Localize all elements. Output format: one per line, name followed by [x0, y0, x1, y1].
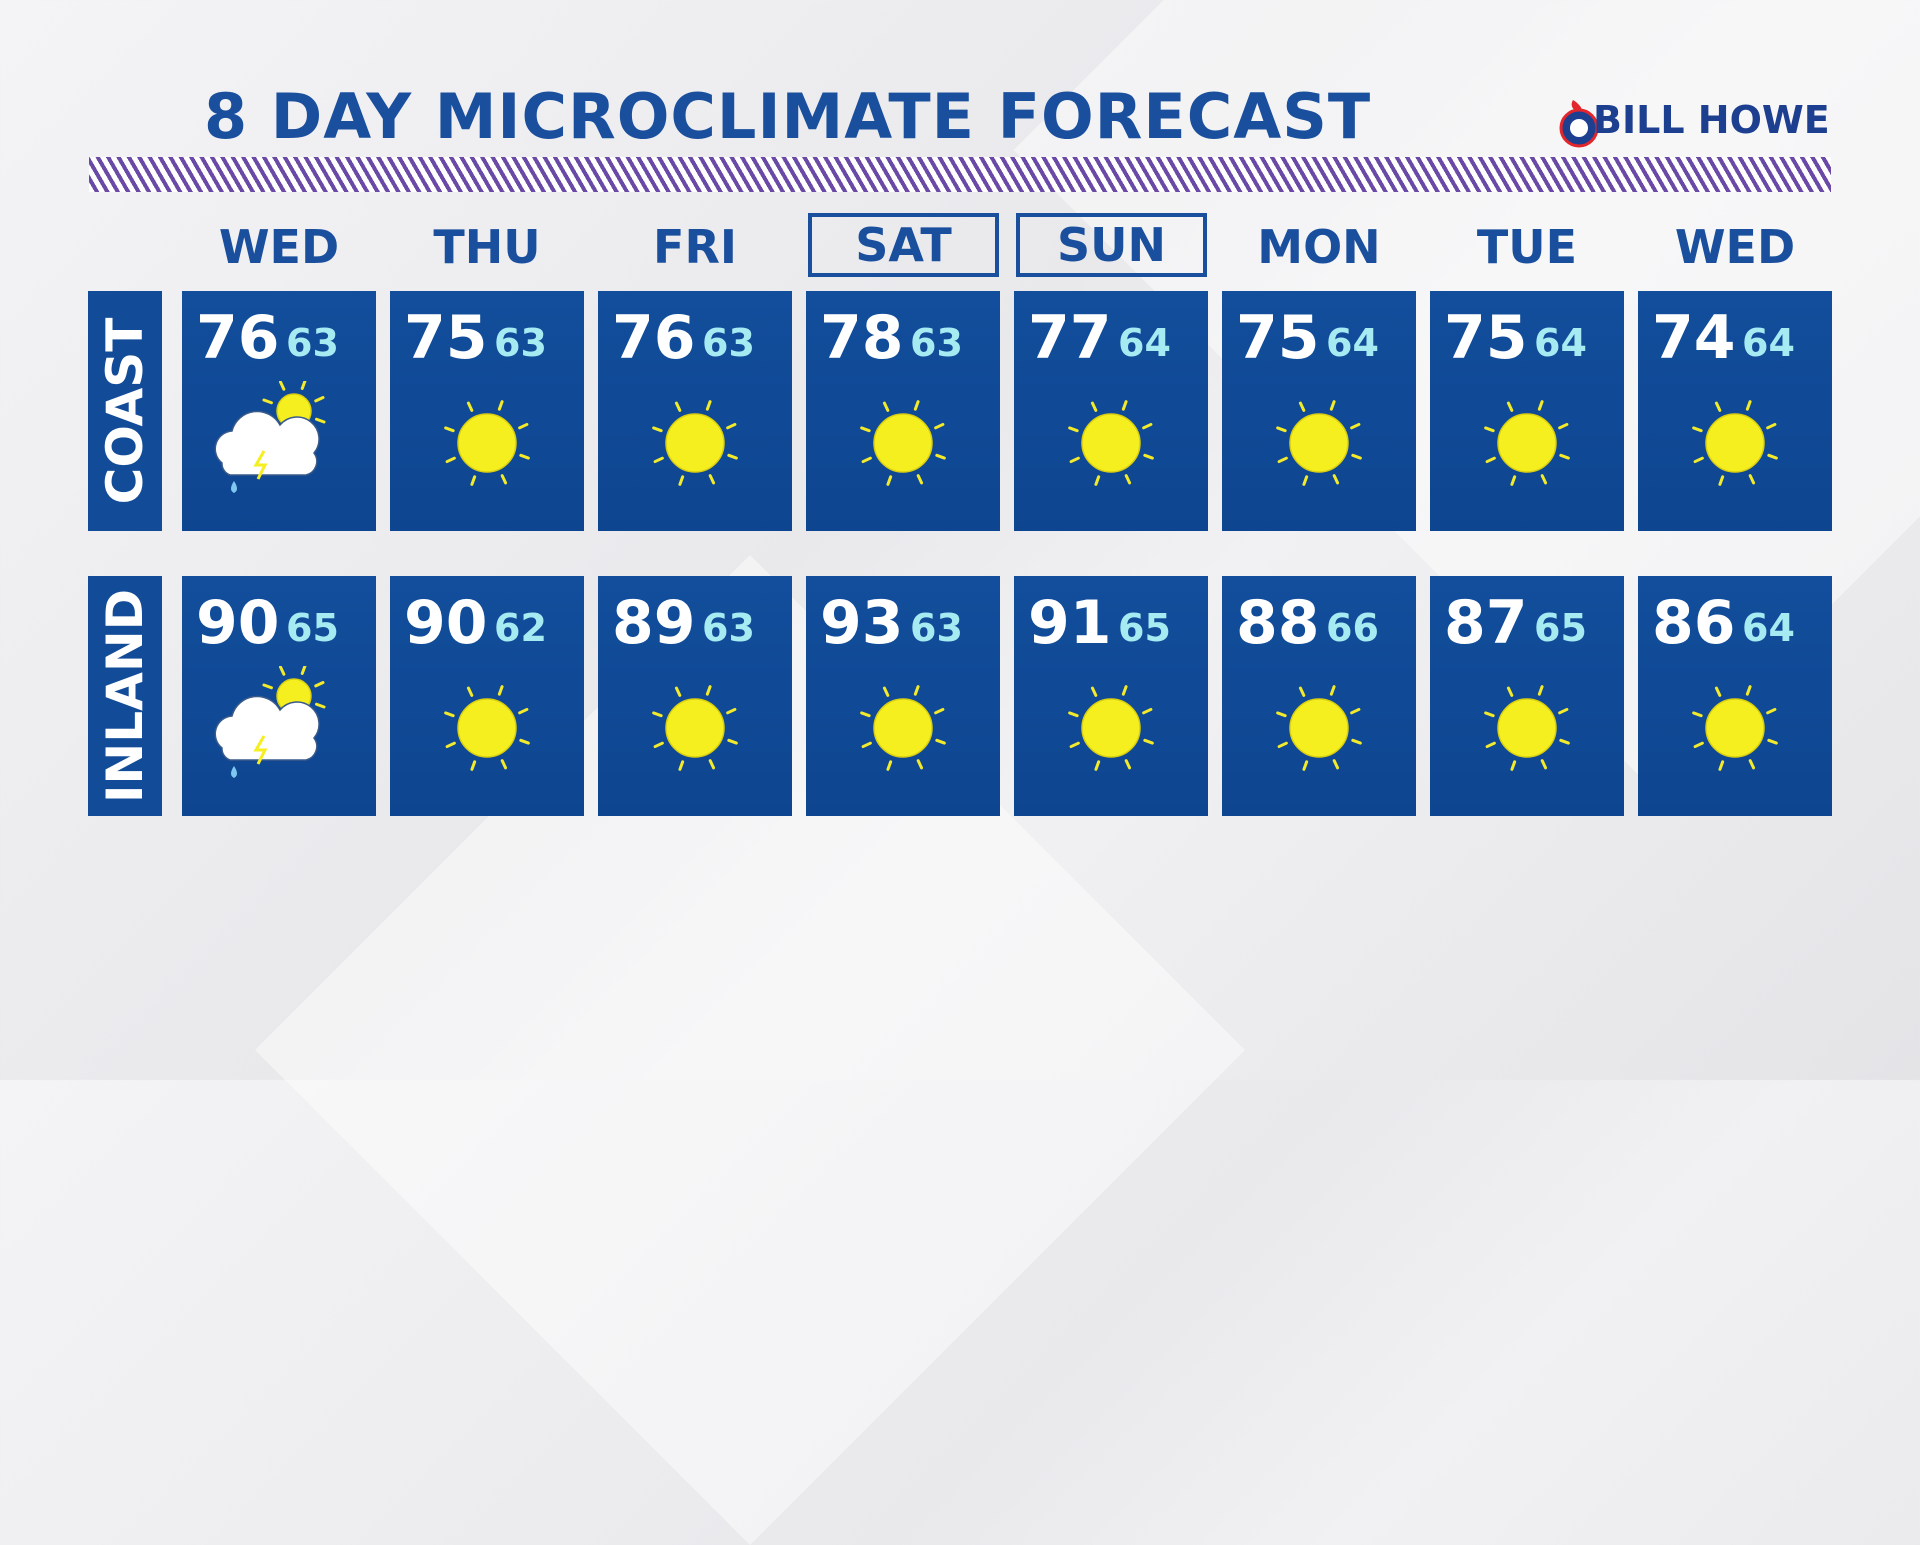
- row-label: INLAND: [88, 576, 162, 816]
- weather-icon: [1276, 400, 1362, 486]
- row-label-text: INLAND: [96, 588, 154, 804]
- weather-icon: [1692, 400, 1778, 486]
- divider-stripes: [89, 157, 1831, 192]
- weather-icon: [860, 400, 946, 486]
- forecast-cell: 88 66: [1222, 576, 1416, 816]
- low-temp: 65: [1118, 606, 1171, 650]
- row-label-text: COAST: [96, 317, 154, 505]
- low-temp: 63: [702, 606, 755, 650]
- low-temp: 64: [1534, 321, 1587, 365]
- high-temp: 76: [196, 303, 280, 373]
- low-temp: 65: [1534, 606, 1587, 650]
- sponsor-logo: [1559, 100, 1599, 148]
- forecast-cell: 75 64: [1430, 291, 1624, 531]
- high-temp: 75: [404, 303, 488, 373]
- low-temp: 64: [1742, 321, 1795, 365]
- weather-icon: [444, 400, 530, 486]
- high-temp: 91: [1028, 588, 1112, 658]
- day-label: SUN: [1016, 213, 1207, 277]
- high-temp: 90: [196, 588, 280, 658]
- high-temp: 88: [1236, 588, 1320, 658]
- low-temp: 63: [910, 606, 963, 650]
- low-temp: 64: [1118, 321, 1171, 365]
- sponsor-name: BILL HOWE: [1593, 98, 1830, 142]
- low-temp: 63: [702, 321, 755, 365]
- high-temp: 75: [1444, 303, 1528, 373]
- weather-icon: [1484, 685, 1570, 771]
- high-temp: 74: [1652, 303, 1736, 373]
- low-temp: 62: [494, 606, 547, 650]
- day-label: WED: [218, 220, 340, 274]
- weather-icon: [1276, 685, 1362, 771]
- weather-icon: [214, 666, 326, 778]
- day-label: FRI: [653, 220, 737, 274]
- weather-icon: [1068, 400, 1154, 486]
- high-temp: 93: [820, 588, 904, 658]
- high-temp: 75: [1236, 303, 1320, 373]
- forecast-cell: 93 63: [806, 576, 1000, 816]
- forecast-cell: 74 64: [1638, 291, 1832, 531]
- high-temp: 89: [612, 588, 696, 658]
- forecast-cell: 77 64: [1014, 291, 1208, 531]
- high-temp: 77: [1028, 303, 1112, 373]
- forecast-cell: 78 63: [806, 291, 1000, 531]
- high-temp: 78: [820, 303, 904, 373]
- weather-icon: [860, 685, 946, 771]
- weather-icon: [1068, 685, 1154, 771]
- weather-icon: [652, 400, 738, 486]
- forecast-cell: 76 63: [182, 291, 376, 531]
- forecast-cell: 86 64: [1638, 576, 1832, 816]
- forecast-cell: 91 65: [1014, 576, 1208, 816]
- high-temp: 76: [612, 303, 696, 373]
- day-label: MON: [1257, 220, 1381, 274]
- low-temp: 66: [1326, 606, 1379, 650]
- weather-icon: [652, 685, 738, 771]
- weather-icon: [1692, 685, 1778, 771]
- high-temp: 87: [1444, 588, 1528, 658]
- forecast-cell: 89 63: [598, 576, 792, 816]
- low-temp: 63: [286, 321, 339, 365]
- low-temp: 64: [1326, 321, 1379, 365]
- low-temp: 64: [1742, 606, 1795, 650]
- forecast-cell: 90 62: [390, 576, 584, 816]
- high-temp: 86: [1652, 588, 1736, 658]
- low-temp: 65: [286, 606, 339, 650]
- title: 8 DAY MICROCLIMATE FORECAST: [204, 80, 1372, 153]
- weather-icon: [214, 381, 326, 493]
- forecast-cell: 75 64: [1222, 291, 1416, 531]
- weather-icon: [444, 685, 530, 771]
- high-temp: 90: [404, 588, 488, 658]
- forecast-cell: 87 65: [1430, 576, 1624, 816]
- low-temp: 63: [910, 321, 963, 365]
- day-label: THU: [433, 220, 541, 274]
- page: 8 DAY MICROCLIMATE FORECAST BILL HOWE WE…: [0, 0, 1920, 1080]
- forecast-cell: 75 63: [390, 291, 584, 531]
- forecast-cell: 90 65: [182, 576, 376, 816]
- day-label: WED: [1674, 220, 1796, 274]
- day-label: SAT: [808, 213, 999, 277]
- weather-icon: [1484, 400, 1570, 486]
- row-label: COAST: [88, 291, 162, 531]
- low-temp: 63: [494, 321, 547, 365]
- day-label: TUE: [1476, 220, 1578, 274]
- forecast-cell: 76 63: [598, 291, 792, 531]
